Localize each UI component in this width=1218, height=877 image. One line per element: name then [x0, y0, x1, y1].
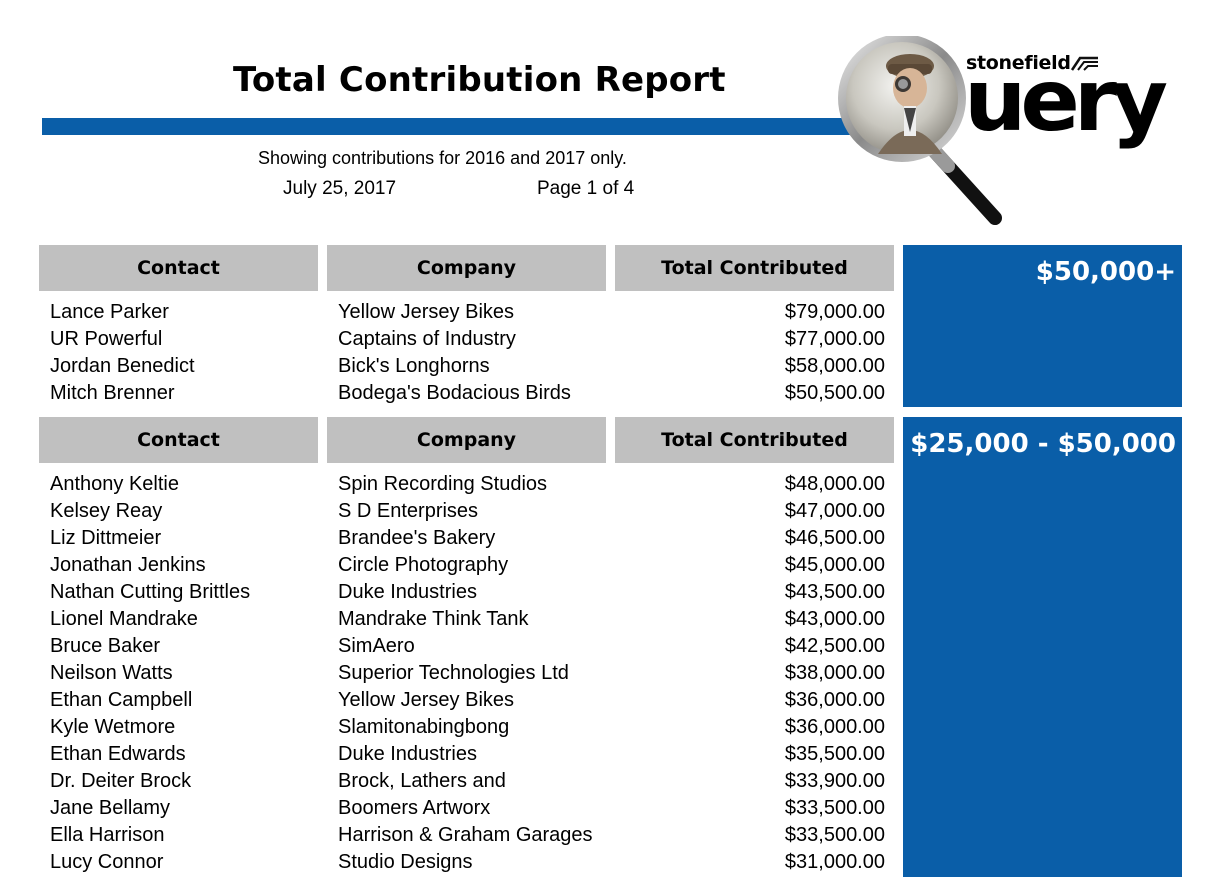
cell-total: $47,000.00 [784, 500, 885, 522]
cell-company: Duke Industries [338, 581, 477, 603]
cell-company: Yellow Jersey Bikes [338, 301, 515, 323]
cell-company: Superior Technologies Ltd [338, 662, 569, 684]
cell-total: $33,500.00 [784, 797, 885, 819]
cell-contact: Anthony Keltie [50, 473, 179, 495]
logo-stripes-icon [1070, 56, 1098, 71]
cell-total: $35,500.00 [784, 743, 885, 765]
cell-company: S D Enterprises [338, 500, 479, 522]
cell-total: $50,500.00 [784, 382, 885, 404]
cell-contact: Ethan Edwards [50, 743, 186, 765]
cell-contact: Neilson Watts [50, 662, 173, 684]
logo-wordmark: uery [964, 51, 1168, 151]
cell-total: $36,000.00 [784, 716, 885, 738]
logo-brand-text: stonefield [966, 52, 1071, 74]
cell-contact: Lance Parker [50, 301, 169, 323]
cell-company: Bick's Longhorns [338, 355, 490, 377]
cell-contact: UR Powerful [50, 328, 163, 350]
cell-contact: Nathan Cutting Brittles [50, 581, 251, 603]
page-number: Page 1 of 4 [537, 178, 635, 199]
report-title: Total Contribution Report [233, 60, 726, 100]
cell-contact: Ethan Campbell [50, 689, 193, 711]
cell-total: $58,000.00 [784, 355, 885, 377]
cell-contact: Jordan Benedict [50, 355, 195, 377]
cell-total: $43,000.00 [784, 608, 885, 630]
cell-company: SimAero [338, 635, 415, 657]
column-header-contact: Contact [39, 245, 318, 291]
column-header-company: Company [327, 417, 606, 463]
cell-company: Harrison & Graham Garages [338, 824, 593, 846]
cell-total: $45,000.00 [784, 554, 885, 576]
cell-company: Spin Recording Studios [338, 473, 548, 495]
group-band-label: $50,000+ [903, 245, 1182, 407]
cell-total: $46,500.00 [784, 527, 885, 549]
report-date: July 25, 2017 [283, 178, 397, 199]
cell-company: Brock, Lathers and [338, 770, 506, 792]
cell-contact: Bruce Baker [50, 635, 161, 657]
cell-contact: Liz Dittmeier [50, 527, 162, 549]
cell-contact: Jonathan Jenkins [50, 554, 206, 576]
header-rule [42, 118, 860, 135]
cell-total: $43,500.00 [784, 581, 885, 603]
cell-company: Yellow Jersey Bikes [338, 689, 515, 711]
group-band-label: $25,000 - $50,000 [903, 417, 1182, 877]
cell-contact: Kelsey Reay [50, 500, 163, 522]
report-subtitle: Showing contributions for 2016 and 2017 … [258, 148, 627, 168]
cell-company: Studio Designs [338, 851, 473, 873]
cell-total: $33,500.00 [784, 824, 885, 846]
cell-company: Duke Industries [338, 743, 477, 765]
cell-contact: Dr. Deiter Brock [50, 770, 192, 792]
column-header-company: Company [327, 245, 606, 291]
cell-contact: Mitch Brenner [50, 382, 175, 404]
cell-contact: Kyle Wetmore [50, 716, 176, 738]
cell-total: $31,000.00 [784, 851, 885, 873]
cell-total: $77,000.00 [784, 328, 885, 350]
cell-contact: Jane Bellamy [50, 797, 171, 819]
column-header-total: Total Contributed [615, 417, 894, 463]
column-header-total: Total Contributed [615, 245, 894, 291]
cell-total: $38,000.00 [784, 662, 885, 684]
cell-company: Slamitonabingbong [338, 716, 510, 738]
magnifying-glass-icon [838, 36, 1002, 225]
cell-company: Brandee's Bakery [338, 527, 496, 549]
column-header-contact: Contact [39, 417, 318, 463]
cell-total: $36,000.00 [784, 689, 885, 711]
cell-total: $42,500.00 [784, 635, 885, 657]
cell-company: Captains of Industry [338, 328, 516, 350]
cell-company: Boomers Artworx [338, 797, 491, 819]
cell-contact: Ella Harrison [50, 824, 165, 846]
cell-total: $48,000.00 [784, 473, 885, 495]
cell-total: $79,000.00 [784, 301, 885, 323]
cell-company: Bodega's Bodacious Birds [338, 382, 571, 404]
cell-contact: Lucy Connor [50, 851, 164, 873]
cell-contact: Lionel Mandrake [50, 608, 198, 630]
cell-company: Mandrake Think Tank [338, 608, 529, 630]
cell-total: $33,900.00 [784, 770, 885, 792]
cell-company: Circle Photography [338, 554, 509, 576]
